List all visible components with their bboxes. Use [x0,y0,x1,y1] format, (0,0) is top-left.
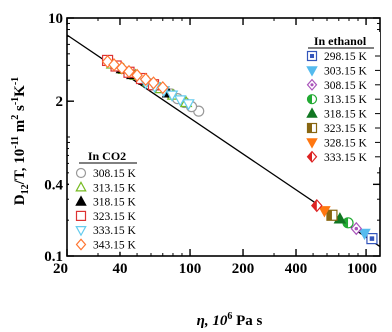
marker-inner [307,123,312,133]
data-point [311,198,323,213]
y-tick-label: 2 [56,94,64,110]
data-point [173,95,187,107]
data-point [101,54,114,69]
marker-inner [309,53,315,59]
marker-inner [310,83,314,87]
legend-ethanol-label: 328.15 K [324,137,368,149]
marker-shape [75,210,87,221]
marker-shape [139,72,152,87]
legend-co2-title: In CO2 [88,149,126,163]
data-point [326,209,338,221]
data-point [182,99,195,111]
points-layer [101,54,378,245]
x-tick-label: 400 [285,261,308,277]
marker-shape [101,54,114,69]
marker-shape [182,99,195,111]
marker-inner [354,226,359,231]
legend-co2-label: 323.15 K [93,211,137,223]
legend-ethanol-marker [306,150,318,163]
legend-ethanol-marker [306,122,318,134]
marker-shape [123,64,135,79]
y-axis-label: D12/T, 10-11 m2 s-1K-1 [10,77,31,205]
marker-shape [75,195,87,206]
marker-inner [326,210,332,221]
marker-shape [75,167,87,179]
marker-shape [75,181,87,192]
legend-ethanol-label: 333.15 K [324,152,368,164]
x-tick-label: 1000 [347,261,377,277]
legend-co2-label: 313.15 K [93,182,137,194]
legend-ethanol-marker [306,50,318,62]
marker-shape [306,66,318,77]
marker-shape [147,76,160,90]
data-point [147,76,160,90]
legend-ethanol-label: 303.15 K [324,65,368,77]
legend-ethanol-label: 323.15 K [324,123,368,135]
marker-shape [358,228,371,241]
marker-shape [318,206,331,218]
y-tick-label: 0.1 [44,249,63,265]
y-tick-label: 10 [48,11,63,27]
y-tick-label: 0.4 [44,177,63,193]
data-point [358,228,371,241]
legend-co2-label: 343.15 K [93,240,137,252]
legend-ethanol-marker [306,138,318,149]
legend-ethanol-marker [306,66,318,77]
data-point [366,233,378,245]
marker-shape [156,80,169,95]
marker-shape [306,138,318,149]
marker-inner [307,151,312,162]
legend-ethanol-title: In ethanol [314,34,367,48]
legend-ethanol-label: 308.15 K [324,80,368,92]
legend-co2-marker [75,195,87,206]
marker-shape [306,107,318,118]
legend-ethanol-label: 318.15 K [324,109,368,121]
legend-co2-marker [75,210,87,221]
marker-shape [173,95,187,107]
legend-co2-label: 333.15 K [93,225,137,237]
legend-co2-marker [75,167,87,179]
legend-ethanol-marker [306,78,318,91]
marker-shape [131,68,143,82]
marker-inner [369,236,375,241]
legend-co2-marker [75,226,87,237]
x-tick-label: 200 [232,261,255,277]
legend-co2-marker [75,181,87,192]
axis-labels-layer: η, 106 Pa s D12/T, 10-11 m2 s-1K-1 [10,77,263,329]
legend-co2-label: 318.15 K [93,197,137,209]
x-tick-label: 20 [53,261,68,277]
legend-layer: In ethanol 298.15 K 303.15 K 308.15 K 313.15… [69,32,380,252]
legend-ethanol-label: 298.15 K [324,51,368,63]
marker-inner [307,94,312,104]
marker-shape [165,90,179,102]
data-point [123,64,135,79]
legend-co2-marker [75,238,87,251]
data-point [350,221,363,236]
legend-ethanol-marker [306,94,318,105]
marker-shape [75,226,87,237]
data-point [318,206,331,218]
marker-inner [311,199,317,212]
data-point [131,68,143,82]
marker-shape [75,238,87,251]
data-point [165,90,179,102]
x-tick-label: 100 [179,261,202,277]
data-point [156,80,169,95]
x-axis-label: η, 106 Pa s [197,311,263,329]
x-tick-label: 40 [112,261,127,277]
legend-ethanol-label: 313.15 K [324,94,368,106]
legend-co2-label: 308.15 K [93,168,137,180]
legend-ethanol-marker [306,107,318,118]
data-point [139,72,152,87]
